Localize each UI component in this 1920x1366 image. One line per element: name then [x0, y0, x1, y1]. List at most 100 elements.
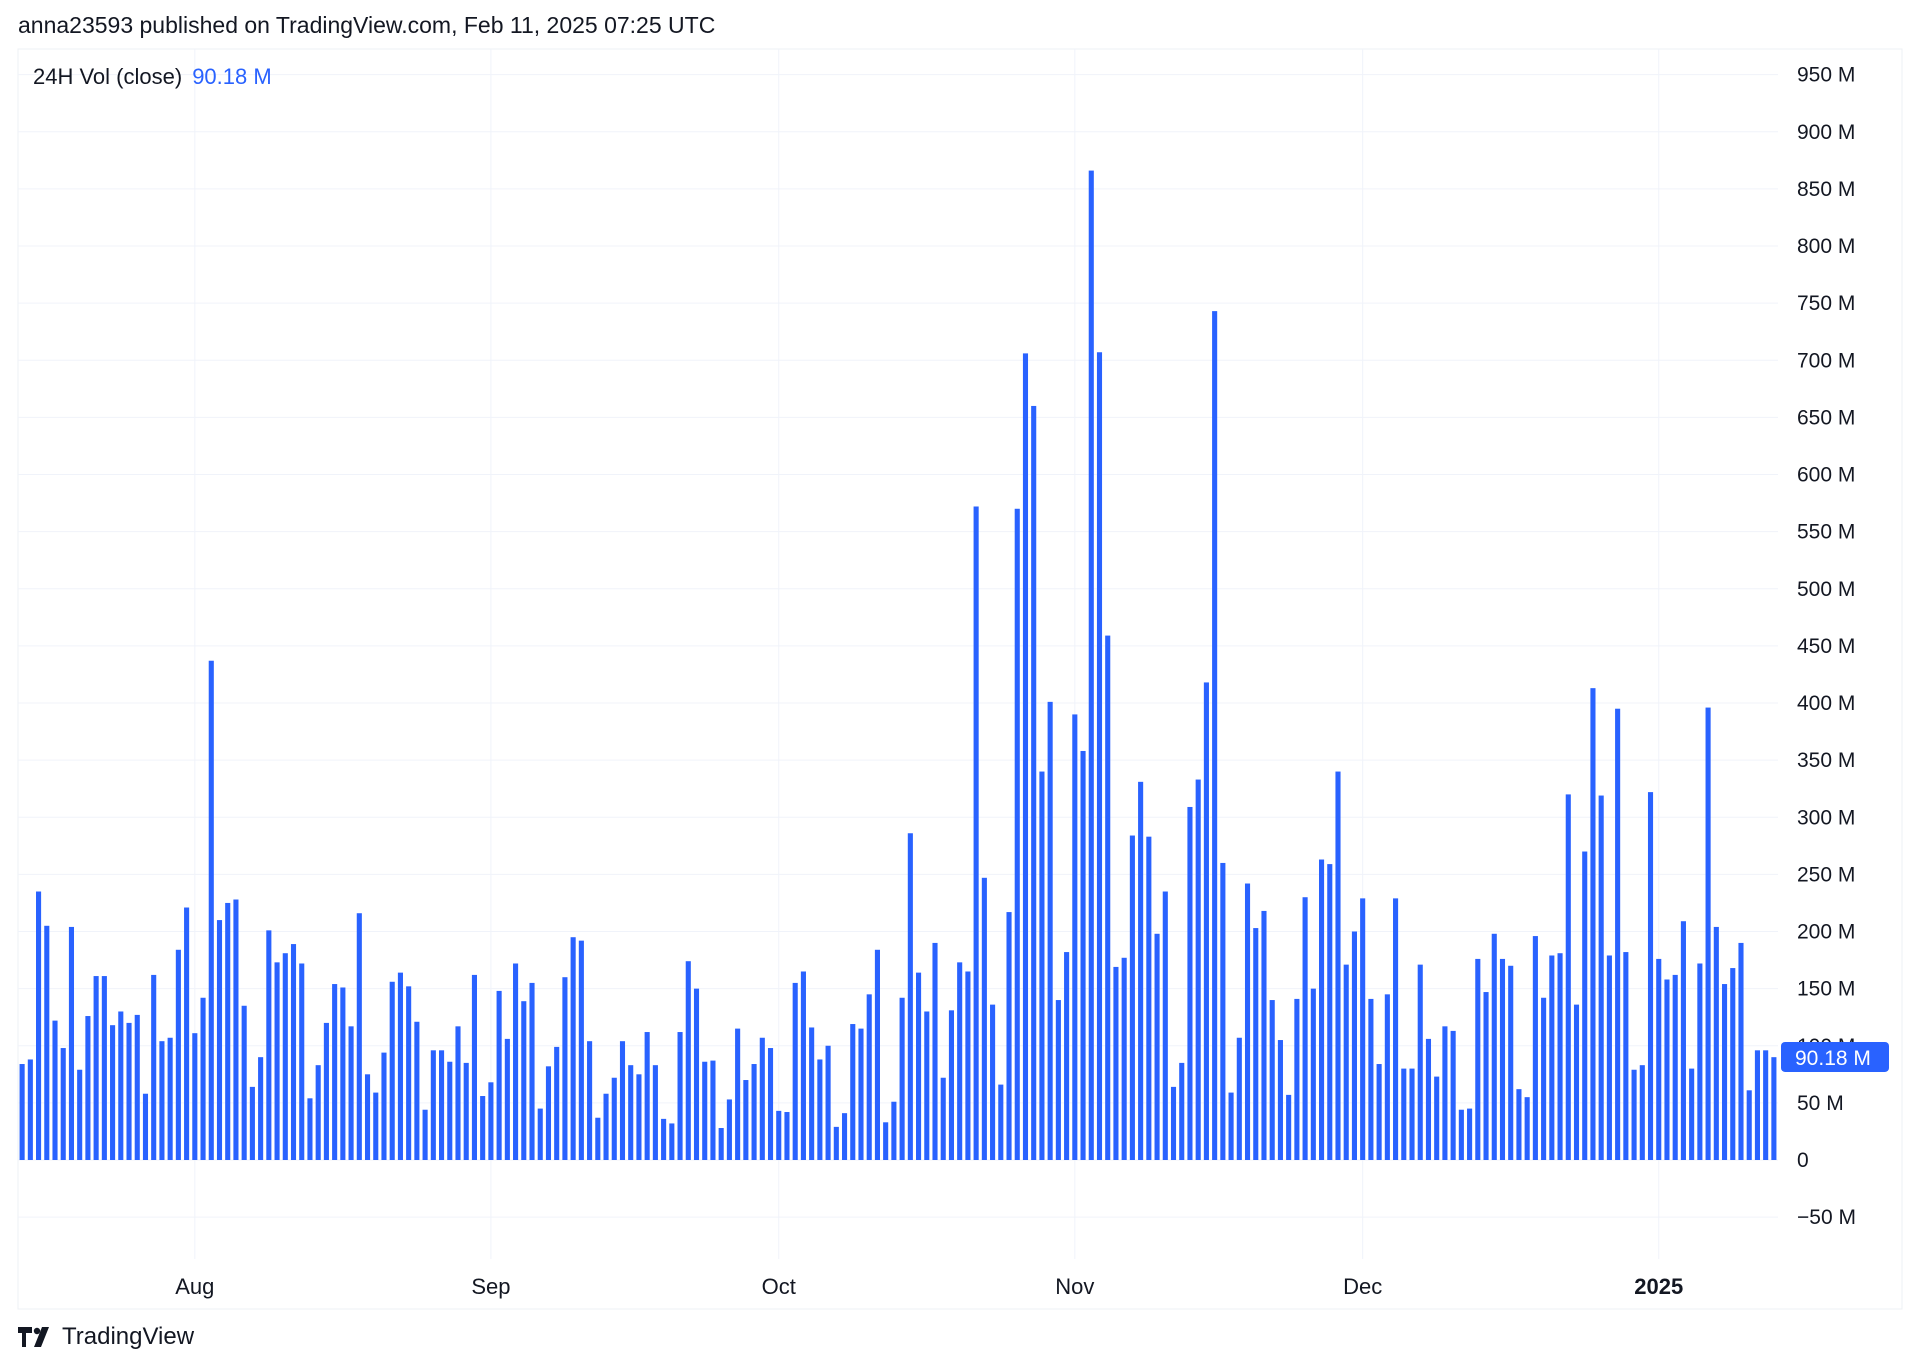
- volume-bar: [19, 1064, 25, 1160]
- volume-bar: [1195, 779, 1201, 1160]
- volume-bar: [1738, 942, 1744, 1160]
- volume-bar: [1253, 928, 1259, 1160]
- volume-bar: [825, 1045, 831, 1160]
- volume-bar: [406, 986, 412, 1160]
- volume-bar: [595, 1117, 601, 1160]
- y-tick-label: 750 M: [1797, 292, 1855, 315]
- legend-series-name: 24H Vol (close): [33, 64, 183, 89]
- volume-bar: [68, 926, 75, 1160]
- volume-bar: [290, 944, 297, 1160]
- volume-bar: [1450, 1030, 1456, 1160]
- y-tick-label: 650 M: [1797, 406, 1855, 429]
- y-tick-label: 500 M: [1797, 578, 1855, 601]
- volume-bar: [414, 1021, 420, 1160]
- volume-bar: [192, 1033, 198, 1160]
- volume-bar: [1549, 955, 1555, 1160]
- volume-bar: [792, 982, 798, 1160]
- y-tick-label: 550 M: [1797, 521, 1855, 544]
- volume-bar: [1360, 898, 1366, 1160]
- volume-bar: [1730, 968, 1736, 1160]
- volume-bar: [1623, 952, 1629, 1160]
- volume-bar: [151, 974, 157, 1160]
- volume-bar: [1771, 1057, 1777, 1160]
- volume-bar: [1236, 1037, 1242, 1160]
- volume-bar: [702, 1061, 708, 1160]
- volume-bar: [85, 1016, 91, 1160]
- volume-bar: [883, 1122, 889, 1160]
- x-tick-label: Sep: [471, 1274, 510, 1299]
- volume-bar: [299, 963, 305, 1160]
- volume-bar: [1031, 405, 1037, 1160]
- volume-bar: [455, 1026, 461, 1160]
- volume-bar: [1220, 862, 1226, 1160]
- publish-header: anna23593 published on TradingView.com, …: [18, 12, 716, 38]
- volume-bar: [307, 1098, 313, 1160]
- volume-bar: [1524, 1097, 1530, 1160]
- volume-bar: [669, 1123, 675, 1160]
- y-tick-label: 350 M: [1797, 749, 1855, 772]
- volume-bar: [480, 1096, 486, 1160]
- volume-bar: [1467, 1108, 1473, 1160]
- volume-bar: [1557, 953, 1563, 1160]
- volume-bar: [1096, 352, 1103, 1160]
- volume-bar: [587, 1041, 593, 1160]
- volume-bar: [364, 1074, 371, 1160]
- volume-bar: [1541, 997, 1547, 1160]
- volume-bar: [1039, 771, 1045, 1160]
- volume-bar: [447, 1061, 453, 1160]
- volume-bar: [77, 1069, 83, 1160]
- volume-bar: [1244, 883, 1251, 1160]
- volume-bar: [1573, 1004, 1580, 1160]
- volume-bar: [1179, 1062, 1185, 1160]
- volume-bar: [471, 974, 477, 1160]
- volume-bar: [990, 1004, 996, 1160]
- volume-bar: [44, 925, 50, 1160]
- volume-bar: [1154, 933, 1160, 1160]
- volume-bar: [1310, 988, 1316, 1161]
- volume-bar: [1088, 170, 1094, 1161]
- volume-bar: [1294, 998, 1300, 1160]
- volume-bar: [1425, 1038, 1432, 1160]
- volume-bar: [833, 1126, 839, 1160]
- volume-bar: [735, 1028, 741, 1160]
- last-value-badge-text: 90.18 M: [1795, 1047, 1871, 1070]
- volume-bar: [677, 1032, 683, 1160]
- volume-bar: [340, 987, 346, 1160]
- volume-bar: [1532, 936, 1538, 1160]
- volume-bar: [1697, 963, 1703, 1160]
- volume-bar: [1508, 965, 1514, 1160]
- volume-bar: [809, 1027, 815, 1160]
- volume-bar: [274, 962, 280, 1160]
- volume-bar: [726, 1099, 732, 1160]
- volume-bar: [1754, 1050, 1760, 1160]
- y-tick-label: 150 M: [1797, 978, 1855, 1001]
- volume-bar: [891, 1101, 897, 1160]
- y-tick-label: 300 M: [1797, 806, 1855, 829]
- volume-bar: [315, 1065, 321, 1160]
- volume-bar: [110, 1025, 116, 1160]
- volume-bar: [233, 899, 239, 1160]
- volume-bar: [513, 963, 519, 1160]
- volume-bar: [578, 940, 584, 1160]
- volume-bar: [1689, 1068, 1695, 1160]
- volume-bar: [1582, 851, 1588, 1160]
- volume-bar: [858, 1028, 864, 1160]
- volume-bar: [1639, 1065, 1645, 1160]
- volume-bar: [1763, 1050, 1769, 1160]
- volume-bar: [652, 1065, 658, 1160]
- volume-bar: [521, 1001, 527, 1160]
- tradingview-footer[interactable]: TradingView: [18, 1323, 194, 1351]
- volume-bar: [496, 990, 502, 1160]
- volume-bar: [1302, 897, 1308, 1160]
- volume-bar: [1713, 926, 1719, 1160]
- volume-bar: [998, 1084, 1004, 1160]
- volume-bar: [1146, 836, 1152, 1160]
- volume-bar: [439, 1050, 445, 1160]
- last-value-badge: 90.18 M: [1781, 1041, 1889, 1072]
- volume-bar: [562, 977, 568, 1160]
- volume-bar: [537, 1108, 543, 1160]
- volume-bar: [422, 1109, 428, 1160]
- volume-bar: [1121, 957, 1127, 1160]
- volume-bar: [216, 920, 223, 1160]
- volume-bar: [1138, 781, 1144, 1160]
